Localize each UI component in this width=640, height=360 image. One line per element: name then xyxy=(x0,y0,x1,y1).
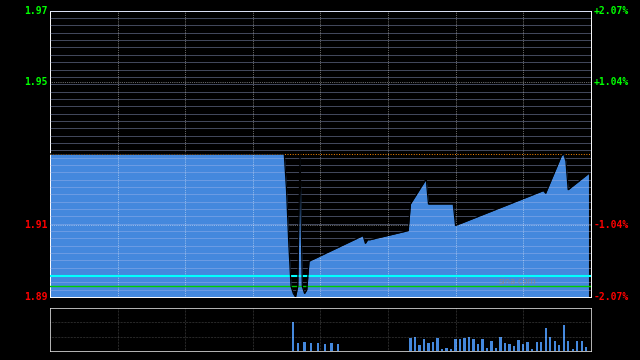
Bar xyxy=(481,339,484,351)
Bar xyxy=(292,322,294,351)
Bar xyxy=(527,342,529,351)
Bar xyxy=(459,339,461,351)
Text: +2.07%: +2.07% xyxy=(593,6,628,16)
Bar xyxy=(432,342,434,351)
Text: -1.04%: -1.04% xyxy=(593,220,628,230)
Bar xyxy=(531,349,533,351)
Bar xyxy=(423,339,425,351)
Bar xyxy=(554,341,556,351)
Bar xyxy=(495,348,497,351)
Bar xyxy=(508,344,511,351)
Bar xyxy=(436,338,438,351)
Bar xyxy=(428,343,429,351)
Bar xyxy=(558,345,560,351)
Bar xyxy=(297,343,299,351)
Bar xyxy=(580,341,583,351)
Bar xyxy=(518,339,520,351)
Bar xyxy=(536,342,538,351)
Text: sina.com: sina.com xyxy=(499,277,536,286)
Bar xyxy=(445,348,447,351)
Bar xyxy=(324,345,326,351)
Bar xyxy=(504,343,506,351)
Bar xyxy=(540,342,542,351)
Bar xyxy=(567,341,570,351)
Bar xyxy=(337,344,339,351)
Bar xyxy=(317,343,319,351)
Bar xyxy=(563,325,565,351)
Bar xyxy=(486,348,488,351)
Bar xyxy=(450,349,452,351)
Bar xyxy=(472,339,475,351)
Bar xyxy=(549,337,551,351)
Bar xyxy=(477,343,479,351)
Bar xyxy=(499,337,502,351)
Bar xyxy=(303,342,306,351)
Bar xyxy=(576,341,579,351)
Bar xyxy=(441,348,443,351)
Bar xyxy=(419,345,420,351)
Bar xyxy=(513,346,515,351)
Bar xyxy=(410,338,412,351)
Bar xyxy=(585,347,588,351)
Bar xyxy=(414,337,416,351)
Text: +1.04%: +1.04% xyxy=(593,77,628,87)
Text: 1.97: 1.97 xyxy=(24,6,47,16)
Text: 1.95: 1.95 xyxy=(24,77,47,87)
Bar xyxy=(454,339,457,351)
Bar xyxy=(522,344,524,351)
Text: 1.91: 1.91 xyxy=(24,220,47,230)
Bar xyxy=(468,337,470,351)
Text: -2.07%: -2.07% xyxy=(593,292,628,302)
Bar xyxy=(572,349,574,351)
Bar xyxy=(463,338,466,351)
Bar xyxy=(330,342,333,351)
Text: 1.89: 1.89 xyxy=(24,292,47,302)
Bar xyxy=(545,328,547,351)
Bar xyxy=(490,341,493,351)
Bar xyxy=(310,343,312,351)
